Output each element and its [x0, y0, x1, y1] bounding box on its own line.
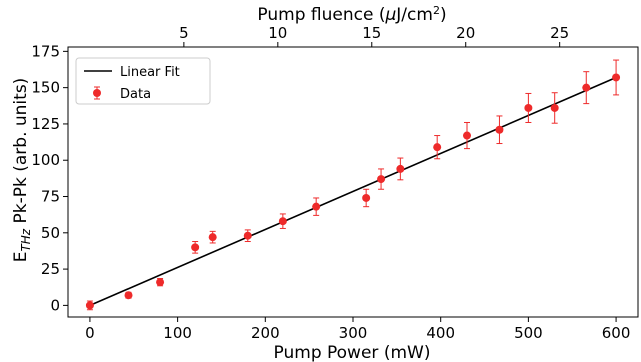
data-point	[243, 231, 252, 240]
fit-line	[89, 76, 617, 307]
x-tick-label: 500	[514, 324, 543, 342]
data-layer	[85, 59, 621, 311]
top-tick-label: 5	[179, 24, 189, 42]
data-point	[156, 278, 165, 287]
top-tick-label: 15	[362, 24, 381, 42]
data-point	[582, 83, 591, 92]
data-point	[362, 193, 371, 202]
data-point	[550, 103, 559, 112]
y-tick-label: 150	[31, 79, 60, 97]
x-axis-label: Pump Power (mW)	[274, 343, 431, 362]
data-point	[377, 175, 386, 184]
data-point	[524, 103, 533, 112]
x-tick-label: 0	[85, 324, 95, 342]
data-point	[433, 143, 442, 152]
x-tick-label: 100	[163, 324, 192, 342]
top-axis-label: Pump fluence (μJ/cm2)	[257, 4, 446, 25]
data-point	[208, 233, 217, 242]
y-tick-label: 100	[31, 151, 60, 169]
x-tick-label: 300	[339, 324, 368, 342]
y-tick-label: 125	[31, 115, 60, 133]
top-tick-label: 20	[456, 24, 475, 42]
legend-data-label: Data	[120, 87, 151, 102]
data-point	[312, 202, 321, 211]
data-point	[278, 217, 287, 226]
fit-layer	[89, 76, 617, 307]
y-tick-label: 50	[41, 224, 60, 242]
data-point	[495, 125, 504, 134]
y-tick-label: 175	[31, 42, 60, 60]
y-tick-label: 25	[41, 260, 60, 278]
y-tick-label: 75	[41, 188, 60, 206]
data-point	[396, 164, 405, 173]
top-tick-label: 10	[268, 24, 287, 42]
data-point	[85, 301, 94, 310]
x-tick-label: 400	[426, 324, 455, 342]
x-tick-label: 600	[602, 324, 631, 342]
data-point	[124, 291, 133, 300]
legend: Linear Fit Data	[75, 57, 211, 105]
data-point	[612, 73, 621, 82]
legend-box	[75, 57, 211, 105]
legend-data-marker	[93, 89, 101, 97]
y-axis-label: ETHz Pk-Pk (arb. units)	[11, 78, 33, 263]
data-point	[191, 243, 200, 252]
data-point	[463, 131, 471, 140]
top-tick-label: 25	[550, 24, 569, 42]
y-tick-label: 0	[50, 296, 60, 314]
legend-fit-label: Linear Fit	[120, 65, 180, 80]
axes: 0 100 200 300 400 500 600 0 25 50 75 100 125 150 175 5 1…	[31, 24, 639, 342]
x-tick-label: 200	[251, 324, 280, 342]
